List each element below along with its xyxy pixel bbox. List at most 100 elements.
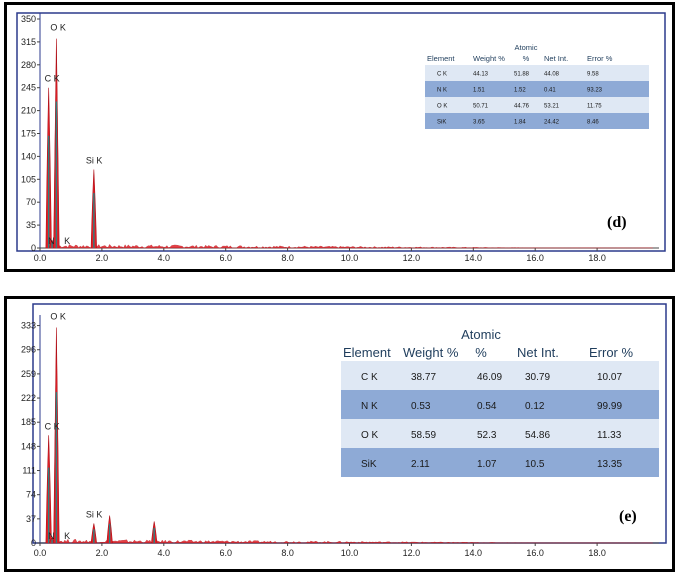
table-cell: 99.99 [597, 401, 622, 412]
y-tick-label: 315 [21, 37, 36, 47]
y-tick-label: 210 [21, 106, 36, 116]
table-cell: 8.46 [587, 120, 599, 126]
y-tick-label: 222 [21, 393, 36, 403]
table-cell: 54.86 [525, 430, 550, 441]
element-table: Atomic Element Weight % Net Int. Error %% C K… [425, 43, 649, 129]
table-cell: 3.65 [473, 120, 485, 126]
table-header-atomic-pct: % [523, 54, 530, 63]
table-cell: 38.77 [411, 372, 436, 383]
y-tick-label: 37 [26, 514, 36, 524]
x-tick-label: 4.0 [158, 253, 171, 263]
element-label: K [64, 236, 70, 246]
table-header-atomic: Atomic [515, 43, 538, 52]
table-cell: 1.51 [473, 88, 485, 94]
table-row [425, 97, 649, 113]
table-row [341, 390, 659, 419]
table-cell: 2.11 [411, 459, 430, 470]
spectrum-background [58, 244, 653, 249]
table-cell: 53.21 [544, 104, 560, 110]
x-tick-label: 4.0 [158, 548, 171, 558]
table-header-atomic: Atomic [461, 327, 501, 342]
table-header-cell: Net Int. [544, 54, 568, 63]
x-tick-label: 18.0 [588, 548, 606, 558]
table-header-cell: Net Int. [517, 345, 559, 360]
table-row [341, 419, 659, 448]
y-tick-label: 0 [31, 243, 36, 253]
y-tick-label: 70 [26, 197, 36, 207]
y-tick-label: 35 [26, 220, 36, 230]
table-cell: 1.07 [477, 459, 497, 470]
table-cell: 0.41 [544, 88, 556, 94]
table-cell: 30.79 [525, 372, 550, 383]
table-cell: 13.35 [597, 459, 622, 470]
table-row [341, 448, 659, 477]
table-cell: 24.42 [544, 120, 560, 126]
panel-label: (d) [607, 214, 627, 231]
table-cell: 11.33 [597, 430, 622, 441]
table-cell: C K [361, 372, 378, 383]
x-tick-label: 10.0 [341, 548, 359, 558]
x-tick-label: 8.0 [281, 253, 294, 263]
table-row [425, 113, 649, 129]
table-cell: O K [437, 104, 447, 110]
table-row [425, 65, 649, 81]
y-tick-label: 280 [21, 60, 36, 70]
element-table: Atomic Element Weight % Net Int. Error %% C K… [341, 327, 659, 477]
y-tick-label: 148 [21, 441, 36, 451]
x-tick-label: 0.0 [34, 253, 47, 263]
y-tick-label: 185 [21, 417, 36, 427]
x-tick-label: 2.0 [96, 548, 109, 558]
element-label: O K [50, 23, 66, 33]
element-label: K [64, 531, 70, 541]
table-cell: N K [361, 401, 378, 412]
table-row [341, 361, 659, 390]
table-cell: 1.84 [514, 120, 526, 126]
y-tick-label: 111 [22, 466, 36, 476]
table-header-atomic-pct: % [475, 345, 487, 360]
table-cell: 50.71 [473, 104, 489, 110]
x-tick-label: 14.0 [465, 253, 483, 263]
element-label: N [48, 531, 55, 541]
y-tick-label: 105 [21, 174, 36, 184]
y-tick-label: 175 [21, 129, 36, 139]
x-tick-label: 12.0 [403, 548, 421, 558]
table-cell: 52.3 [477, 430, 497, 441]
y-tick-label: 259 [21, 369, 36, 379]
table-header-cell: Weight % [473, 54, 505, 63]
x-tick-label: 16.0 [526, 548, 544, 558]
table-cell: 58.59 [411, 430, 436, 441]
table-cell: 51.88 [514, 72, 530, 78]
element-label: C K [45, 421, 60, 431]
table-cell: O K [361, 430, 379, 441]
element-label: Si K [86, 155, 103, 165]
table-cell: N K [437, 88, 447, 94]
x-tick-label: 6.0 [219, 548, 232, 558]
element-label: Si K [86, 509, 103, 519]
table-header-cell: Error % [587, 54, 613, 63]
table-cell: SiK [361, 459, 377, 470]
table-cell: 10.5 [525, 459, 545, 470]
table-cell: 44.76 [514, 104, 530, 110]
y-tick-label: 296 [21, 345, 36, 355]
y-tick-label: 74 [26, 490, 36, 500]
table-cell: 0.54 [477, 401, 497, 412]
eds-spectrum-d: 0 35 70 105 140 175 210 245 280 315 350 0.0 2.0 4.0 6.… [16, 12, 666, 263]
table-cell: C K [437, 72, 447, 78]
x-tick-label: 6.0 [219, 253, 232, 263]
x-tick-label: 12.0 [403, 253, 421, 263]
y-tick-label: 0 [31, 538, 36, 548]
panel-d: 0 35 70 105 140 175 210 245 280 315 350 0.0 2.0 4.0 6.… [4, 2, 675, 272]
table-row [425, 81, 649, 97]
table-header-cell: Error % [589, 345, 634, 360]
eds-spectrum-e: 0 37 74 111 148 185 222 259 296 333 0.0 2.0 4.0 6.0 8.… [21, 303, 667, 558]
element-label: O K [50, 312, 66, 322]
panel-e: 0 37 74 111 148 185 222 259 296 333 0.0 2.0 4.0 6.0 8.… [4, 296, 675, 572]
x-tick-label: 18.0 [588, 253, 606, 263]
table-cell: 11.75 [587, 104, 602, 110]
x-tick-label: 10.0 [341, 253, 359, 263]
x-tick-label: 8.0 [281, 548, 294, 558]
y-tick-label: 245 [21, 83, 36, 93]
element-label: C K [45, 74, 60, 84]
table-cell: SiK [437, 120, 446, 126]
element-label: N [48, 236, 55, 246]
